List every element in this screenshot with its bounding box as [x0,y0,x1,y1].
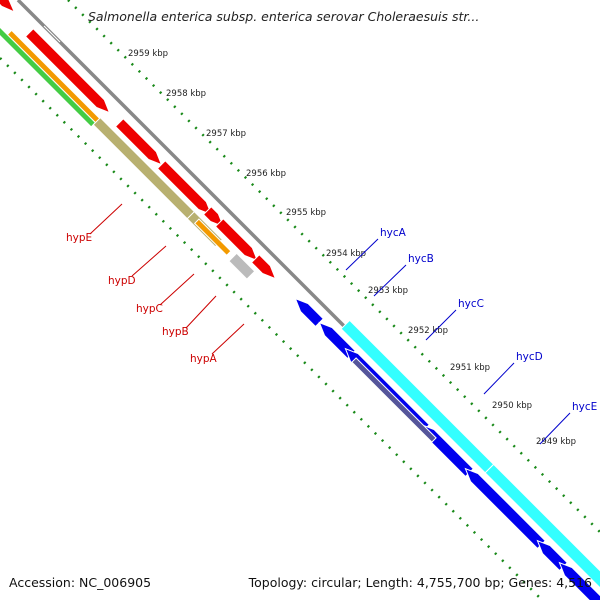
cds-purple-hyc [351,357,437,443]
hypD-gene-2 [156,160,213,216]
tick-label: 2955 kbp [286,208,326,218]
gene-leader-line [185,295,217,329]
cds-cyan-hyc-2 [484,463,600,589]
cds-orange-hyp [6,29,105,128]
tick-label: 2950 kbp [492,401,532,411]
tick-label: 2949 kbp [536,437,576,447]
forward-gene-top-left [0,0,16,13]
cds-orange-hypB [193,218,232,257]
genome-summary-text: Topology: circular; Length: 4,755,700 bp… [248,575,592,590]
tick-label: 2953 kbp [368,286,408,296]
cds-olive-hypD [92,116,196,220]
gene-label-hycE: hycE [572,401,597,413]
gene-label-hypA: hypA [190,353,218,365]
gene-leader-line [159,273,195,306]
gene-label-hypC: hypC [136,303,163,315]
cds-gray-hypA [228,252,256,280]
tick-label: 2952 kbp [408,326,448,336]
tick-label: 2954 kbp [326,249,366,259]
tick-guide-outer [67,0,600,533]
gene-leader-line [345,238,379,271]
gene-label-hypD: hypD [108,275,136,287]
tick-label: 2956 kbp [246,169,286,179]
gene-leader-line [131,245,167,277]
hypB-gene [214,218,259,262]
gene-leader-line [211,323,245,355]
genome-title: Salmonella enterica subsp. enterica sero… [88,9,480,24]
tick-label: 2951 kbp [450,363,490,373]
gene-label-hypB: hypB [162,326,189,338]
gene-label-hypE: hypE [66,232,92,244]
gene-leader-line [425,309,457,341]
gene-labels-layer: hypE hypD hypC hypB hypA hycA hycB hycC hycD hycE [66,203,597,445]
hypD-gene [114,118,163,166]
cds-cyan-hyc [340,319,495,474]
gene-leader-line [373,264,407,297]
tick-label: 2959 kbp [128,49,168,59]
tick-label: 2958 kbp [166,89,206,99]
reverse-gene-small [43,25,61,43]
hypE-gene [24,28,111,114]
gene-label-hycD: hycD [516,351,543,363]
hycF-gene [558,561,600,600]
accession-text: Accession: NC_006905 [9,575,152,590]
gene-leader-line [539,412,571,445]
tick-label: 2957 kbp [206,129,246,139]
gene-label-hycB: hycB [408,253,434,265]
hypC-gene [202,206,225,228]
gene-label-hycA: hycA [380,227,407,239]
hypA-gene [250,254,277,280]
tick-labels-layer: 2959 kbp 2958 kbp 2957 kbp 2956 kbp 2955 kbp… [128,49,576,447]
tick-guide-inner [0,57,541,599]
gene-leader-line [89,203,123,235]
gene-label-hycC: hycC [458,298,484,310]
gene-leader-line [483,362,515,395]
